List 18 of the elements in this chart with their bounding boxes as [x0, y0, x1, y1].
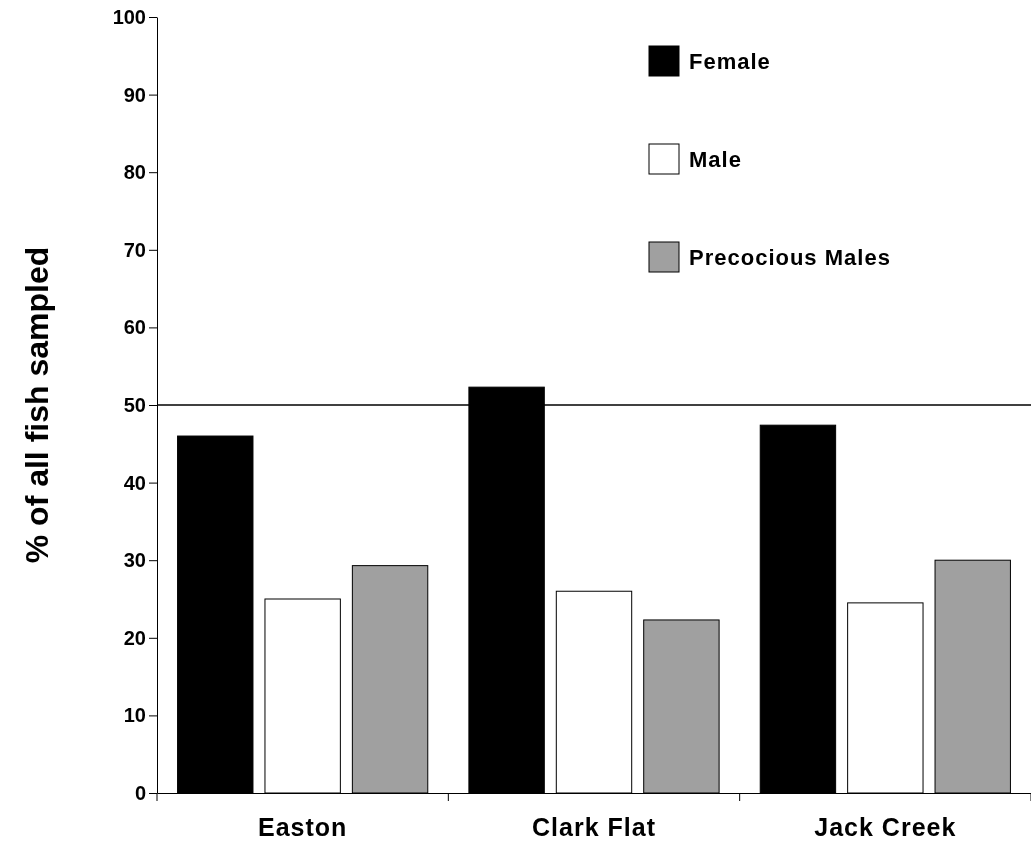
x-tick-label: Easton [257, 813, 348, 841]
y-tick-label: 80 [123, 161, 146, 184]
legend-label: Female [689, 49, 771, 74]
y-tick-label: 30 [123, 549, 146, 572]
y-tick-label: 10 [123, 704, 146, 727]
legend-label: Male [689, 147, 742, 172]
y-tick-label: 70 [123, 238, 146, 261]
y-tick-label: 20 [123, 626, 146, 649]
y-tick-label: 90 [123, 83, 146, 106]
x-tick-label: Jack Creek [814, 813, 957, 841]
x-tick-label: Clark Flat [532, 813, 656, 841]
y-tick-label: 0 [134, 781, 146, 804]
y-tick-label: 40 [123, 471, 146, 494]
y-tick-label: 100 [112, 5, 146, 28]
y-axis-title: % of all fish sampled [19, 246, 55, 564]
legend-label: Precocious Males [689, 245, 891, 270]
y-tick-label: 50 [123, 393, 146, 416]
y-tick-label: 60 [123, 316, 146, 339]
